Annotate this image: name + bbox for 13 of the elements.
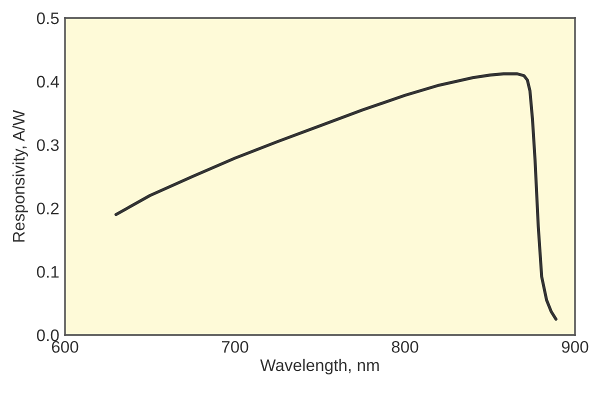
- y-tick-label: 0.4: [36, 76, 59, 88]
- y-tick-label: 0.1: [36, 266, 59, 278]
- y-tick-label: 0.5: [36, 12, 59, 24]
- x-tick-label: 900: [562, 340, 588, 353]
- line-series: [114, 72, 558, 321]
- x-axis-title: Wavelength, nm: [260, 358, 379, 374]
- y-tick-label: 0.2: [36, 202, 59, 214]
- x-tick-label: 800: [392, 340, 418, 353]
- x-tick-label: 600: [52, 340, 78, 353]
- y-tick-label: 0.0: [36, 329, 59, 342]
- y-tick-label: 0.3: [36, 139, 59, 152]
- x-tick-label: 700: [222, 340, 248, 353]
- y-axis-title: Responsivity, A/W: [12, 110, 28, 242]
